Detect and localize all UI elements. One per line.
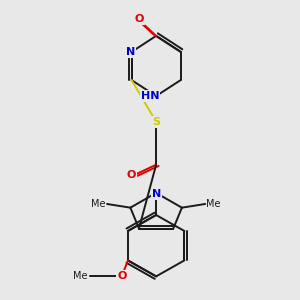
Text: Me: Me [91, 199, 106, 209]
Text: N: N [152, 189, 161, 199]
Text: S: S [152, 117, 160, 127]
Text: Me: Me [73, 272, 87, 281]
Text: O: O [117, 272, 127, 281]
Text: O: O [127, 169, 136, 179]
Text: Me: Me [206, 199, 221, 209]
Text: O: O [134, 14, 144, 24]
Text: N: N [126, 47, 135, 57]
Text: HN: HN [141, 91, 159, 101]
